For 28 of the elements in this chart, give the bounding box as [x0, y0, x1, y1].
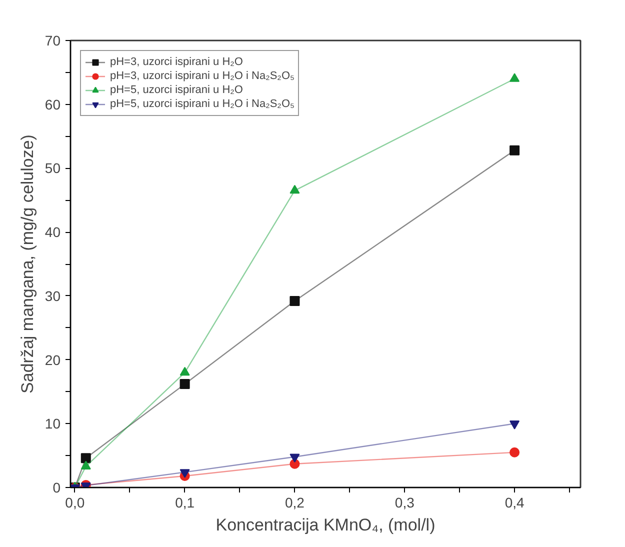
point: [80, 460, 91, 470]
x-tick-label: 0,4: [504, 494, 524, 510]
legend-label: pH=5, uzorci ispirani u H₂O: [110, 83, 243, 97]
y-tick-label: 30: [44, 288, 61, 304]
x-axis-title: Koncentracija KMnO₄, (mol/l): [216, 516, 436, 534]
y-axis-title: Sadržaj mangana, (mg/g celuloze): [18, 134, 37, 394]
y-tick-label: 60: [44, 96, 61, 112]
y-tick-label: 20: [44, 352, 61, 368]
point: [180, 366, 190, 376]
point: [290, 184, 300, 194]
x-tick-label: 0,1: [175, 494, 195, 510]
legend-label: pH=3, uzorci ispirani u H₂O i Na₂S₂O₅: [110, 69, 294, 83]
x-tick-label: 0,2: [284, 494, 305, 510]
point: [510, 447, 520, 458]
legend-label: pH=5, uzorci ispirani u H₂O i Na₂S₂O₅: [110, 97, 294, 111]
y-tick-label: 40: [44, 224, 61, 240]
y-tick-label: 10: [44, 416, 61, 432]
point: [180, 379, 190, 390]
x-tick-label: 0,0: [65, 494, 85, 510]
point: [80, 453, 91, 464]
point: [510, 145, 520, 156]
x-tick-label: 0,3: [394, 494, 415, 510]
y-tick-label: 50: [44, 160, 61, 176]
legend-label: pH=3, uzorci ispirani u H₂O: [110, 55, 243, 69]
y-tick-label: 70: [44, 32, 61, 48]
point: [510, 73, 520, 82]
point: [290, 296, 300, 306]
y-tick-label: 0: [52, 480, 61, 496]
